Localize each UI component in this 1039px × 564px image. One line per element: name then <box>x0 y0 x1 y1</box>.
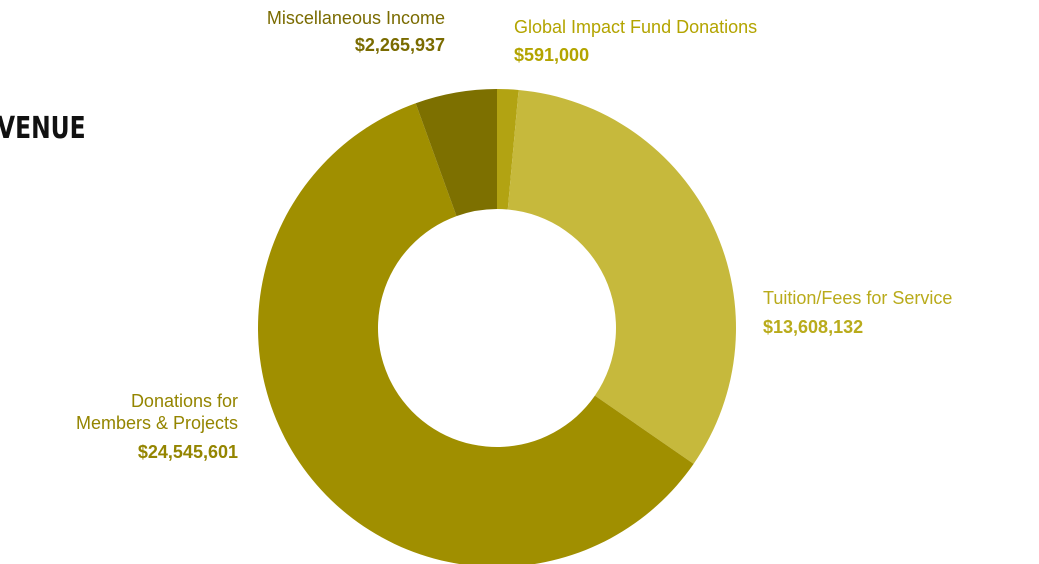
slice-name: Global Impact Fund Donations <box>514 16 757 38</box>
label-donations-members-projects: Donations for Members & Projects $24,545… <box>76 390 238 463</box>
slice-value: $591,000 <box>514 44 757 66</box>
label-global-impact-fund: Global Impact Fund Donations $591,000 <box>514 16 757 66</box>
slice-value: $13,608,132 <box>763 316 952 338</box>
slice-name: Miscellaneous Income <box>267 7 445 29</box>
slice-name-line-2: Members & Projects <box>76 412 238 434</box>
label-tuition-fees: Tuition/Fees for Service $13,608,132 <box>763 287 952 338</box>
slice-name-line-1: Donations for <box>76 390 238 412</box>
slice-name: Tuition/Fees for Service <box>763 287 952 309</box>
label-miscellaneous-income: Miscellaneous Income $2,265,937 <box>267 7 445 56</box>
donut-slice-tuition-fees-for-service <box>508 90 736 464</box>
slice-value: $24,545,601 <box>76 441 238 463</box>
donut-slices <box>258 89 736 564</box>
slice-value: $2,265,937 <box>267 34 445 56</box>
